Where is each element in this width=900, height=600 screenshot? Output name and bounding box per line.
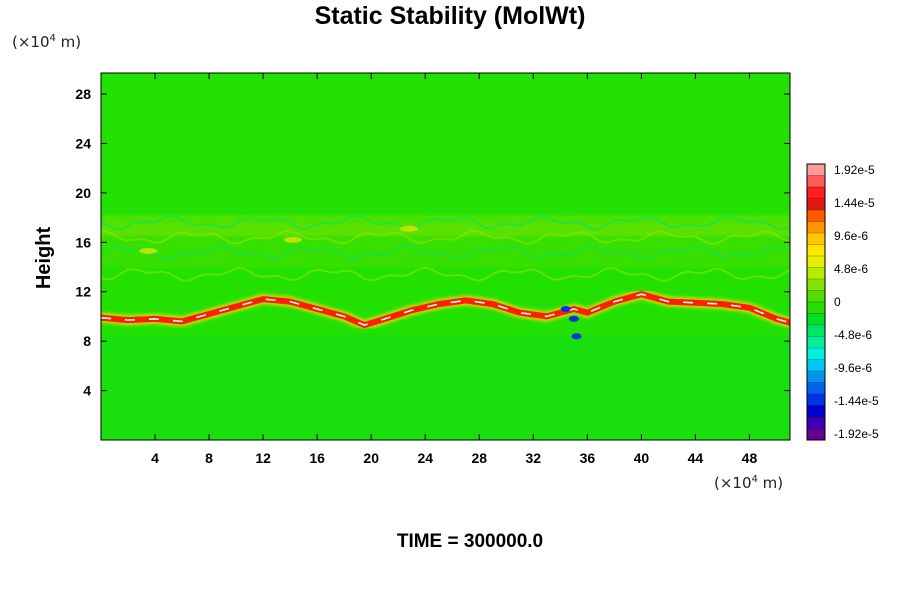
- x-tick-label: 8: [205, 450, 213, 466]
- x-unit-suffix: m): [757, 474, 784, 492]
- positive-spot: [283, 236, 302, 243]
- y-axis-unit: (×104 m): [12, 33, 81, 51]
- y-tick-label: 16: [75, 234, 91, 250]
- x-axis-unit: (×104 m): [714, 474, 783, 492]
- colorbar: 1.92e-5 1.44e-5 9.6e-6 4.8e-6 0 -4.8e-6 -9.6e-…: [806, 163, 879, 441]
- colorbar-frame: [806, 163, 826, 441]
- colorbar-swatch: [807, 302, 825, 314]
- y-tick-label: 4: [83, 383, 91, 399]
- colorbar-label: 9.6e-6: [834, 229, 868, 243]
- colorbar-label: -1.44e-5: [834, 394, 879, 408]
- x-tick-label: 48: [742, 450, 758, 466]
- colorbar-swatch: [807, 325, 825, 337]
- wave-streak: [101, 214, 790, 231]
- y-tick-label: 12: [75, 284, 91, 300]
- colorbar-swatch: [807, 417, 825, 429]
- colorbar-label: -4.8e-6: [834, 328, 872, 342]
- x-tick-label: 20: [363, 450, 379, 466]
- x-tick-label: 40: [634, 450, 650, 466]
- shade-band: [101, 334, 790, 440]
- x-tick-label: 24: [417, 450, 433, 466]
- y-tick-label: 28: [75, 86, 91, 102]
- x-tick-label: 16: [309, 450, 325, 466]
- colorbar-label: -9.6e-6: [834, 361, 872, 375]
- y-axis-label: Height: [33, 227, 55, 290]
- colorbar-label: 1.44e-5: [834, 196, 875, 210]
- colorbar-swatch: [807, 348, 825, 360]
- x-tick-label: 32: [526, 450, 542, 466]
- colorbar-swatch: [807, 198, 825, 211]
- wave-streak: [101, 229, 790, 245]
- colorbar-swatch: [807, 290, 825, 303]
- colorbar-swatch: [807, 256, 825, 268]
- positive-spot: [139, 247, 158, 254]
- band-peak: [101, 293, 790, 326]
- colorbar-swatch: [807, 175, 825, 188]
- colorbar-swatch: [807, 233, 825, 245]
- colorbar-swatch: [807, 267, 825, 280]
- colorbar-label: 0: [834, 295, 841, 309]
- x-tick-label: 4: [151, 450, 159, 466]
- colorbar-swatch: [807, 279, 825, 291]
- y-unit-suffix: m): [55, 33, 82, 51]
- y-tick-label: 20: [75, 185, 91, 201]
- y-unit-exp: 4: [49, 33, 56, 44]
- y-tick-label: 8: [83, 333, 91, 349]
- negative-spot: [560, 306, 571, 313]
- colorbar-label: -1.92e-5: [834, 427, 879, 441]
- wave-streak: [101, 244, 790, 260]
- shade-band: [101, 73, 790, 169]
- x-tick-label: 36: [580, 450, 596, 466]
- x-tick-label: 12: [255, 450, 271, 466]
- colorbar-swatch: [807, 405, 825, 418]
- colorbar-swatch: [807, 187, 825, 199]
- colorbar-swatch: [807, 210, 825, 222]
- heatmap-field: [101, 73, 790, 440]
- colorbar-swatch: [807, 244, 825, 257]
- colorbar-label: 4.8e-6: [834, 262, 868, 276]
- colorbar-swatch: [807, 428, 825, 441]
- x-tick-label: 44: [688, 450, 704, 466]
- negative-spot: [571, 333, 582, 340]
- colorbar-swatch: [807, 164, 825, 176]
- colorbar-swatch: [807, 313, 825, 326]
- wave-streak: [101, 266, 790, 282]
- colorbar-swatch: [807, 221, 825, 234]
- plot-frame: [100, 72, 791, 441]
- colorbar-swatch: [807, 359, 825, 372]
- y-unit-prefix: (×10: [12, 33, 50, 51]
- x-unit-exp: 4: [751, 474, 758, 485]
- x-unit-prefix: (×10: [714, 474, 752, 492]
- colorbar-swatch: [807, 336, 825, 349]
- colorbar-swatch: [807, 394, 825, 406]
- chart-title: Static Stability (MolWt): [314, 2, 586, 30]
- time-label: TIME = 300000.0: [396, 531, 544, 552]
- negative-spot: [568, 315, 579, 322]
- colorbar-swatch: [807, 382, 825, 395]
- positive-spot: [400, 225, 419, 232]
- colorbar-swatch: [807, 371, 825, 383]
- x-tick-label: 28: [471, 450, 487, 466]
- colorbar-label: 1.92e-5: [834, 163, 875, 177]
- y-tick-label: 24: [75, 135, 91, 151]
